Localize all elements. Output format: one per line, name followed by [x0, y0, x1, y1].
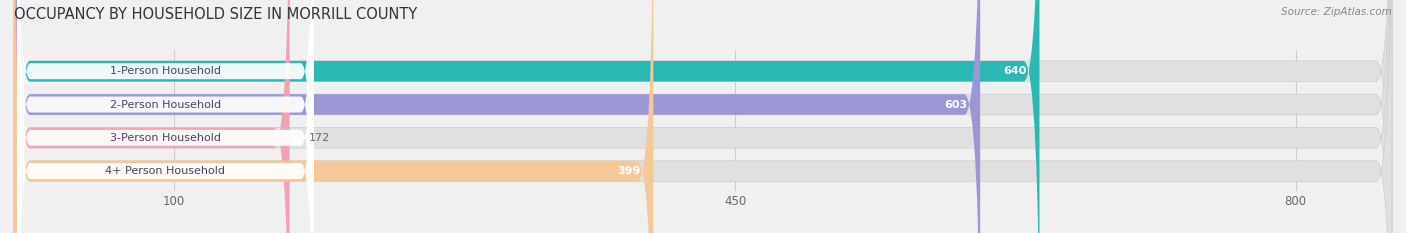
Text: OCCUPANCY BY HOUSEHOLD SIZE IN MORRILL COUNTY: OCCUPANCY BY HOUSEHOLD SIZE IN MORRILL C…: [14, 7, 418, 22]
FancyBboxPatch shape: [14, 0, 1392, 233]
Text: 4+ Person Household: 4+ Person Household: [105, 166, 225, 176]
FancyBboxPatch shape: [14, 0, 290, 233]
FancyBboxPatch shape: [14, 0, 980, 233]
FancyBboxPatch shape: [14, 0, 1392, 233]
FancyBboxPatch shape: [17, 0, 314, 233]
FancyBboxPatch shape: [17, 0, 314, 233]
Text: Source: ZipAtlas.com: Source: ZipAtlas.com: [1281, 7, 1392, 17]
FancyBboxPatch shape: [14, 0, 1392, 233]
Text: 3-Person Household: 3-Person Household: [110, 133, 221, 143]
FancyBboxPatch shape: [14, 0, 1392, 233]
Text: 603: 603: [945, 99, 967, 110]
Text: 172: 172: [309, 133, 330, 143]
Text: 640: 640: [1004, 66, 1026, 76]
FancyBboxPatch shape: [17, 0, 314, 233]
FancyBboxPatch shape: [17, 0, 314, 233]
Text: 1-Person Household: 1-Person Household: [110, 66, 221, 76]
Text: 2-Person Household: 2-Person Household: [110, 99, 221, 110]
FancyBboxPatch shape: [14, 0, 654, 233]
Text: 399: 399: [617, 166, 641, 176]
FancyBboxPatch shape: [14, 0, 1039, 233]
